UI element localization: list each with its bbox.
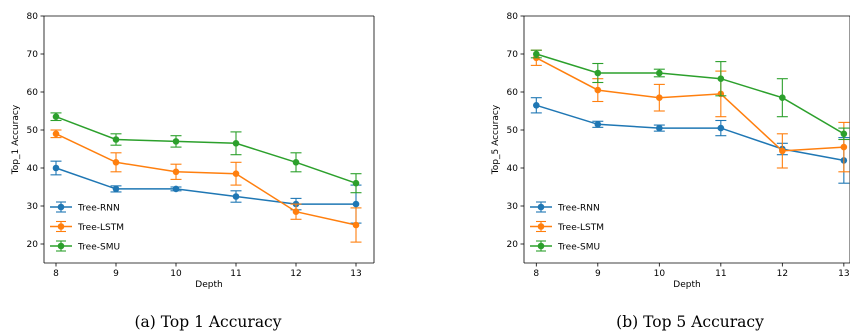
legend-label: Tree-LSTM [77, 223, 124, 233]
data-point [172, 138, 180, 145]
x-tick-label: 9 [113, 269, 119, 279]
legend-item: Tree-SMU [50, 240, 120, 252]
x-axis-label: Depth [673, 280, 700, 290]
data-point [533, 102, 540, 109]
series-tree-rnn [50, 160, 362, 224]
data-point [352, 221, 360, 229]
legend-label: Tree-RNN [77, 203, 120, 213]
data-point [232, 140, 240, 147]
x-axis-label: Depth [195, 280, 222, 290]
data-point [112, 185, 120, 193]
data-point [656, 69, 663, 77]
chart-panel-top5: 20 30 40 50 60 70 80 8 9 10 11 12 13 Depth Top_5 Accur… [491, 12, 850, 290]
y-axis-label: Top_5 Accuracy [491, 104, 501, 175]
legend-item: Tree-LSTM [530, 220, 604, 233]
legend-item: Tree-RNN [530, 201, 600, 213]
series-line [535, 57, 844, 152]
caption-top5: (b) Top 5 Accuracy [616, 313, 764, 331]
data-point [232, 170, 240, 177]
x-tick-label: 13 [838, 269, 849, 279]
data-point [52, 113, 60, 120]
data-point [594, 69, 602, 77]
data-point [656, 124, 663, 132]
series-tree-lstm [50, 129, 362, 243]
x-tick-label: 9 [595, 269, 601, 279]
legend-item: Tree-RNN [50, 201, 120, 213]
y-tick-label: 80 [27, 12, 39, 22]
y-tick-label: 80 [507, 12, 519, 22]
series-line [55, 167, 356, 205]
legend-marker [57, 242, 65, 250]
legend-marker [537, 203, 545, 211]
x-tick-label: 8 [533, 269, 539, 279]
x-tick-label: 8 [53, 269, 59, 279]
x-tick-label: 10 [654, 269, 666, 279]
y-tick-label: 30 [507, 202, 519, 212]
caption-top1: (a) Top 1 Accuracy [135, 313, 282, 331]
series-line [55, 133, 357, 226]
legend-item: Tree-LSTM [50, 220, 124, 233]
data-point [533, 50, 540, 58]
series-tree-lstm [530, 49, 850, 173]
data-point [779, 147, 786, 155]
data-point [840, 143, 848, 151]
y-axis-label: Top_1 Accuracy [11, 104, 21, 175]
data-point [112, 159, 120, 166]
y-tick-label: 20 [27, 240, 39, 250]
series-line [536, 53, 845, 135]
data-point [292, 159, 300, 166]
data-point [717, 75, 725, 82]
data-point [172, 168, 180, 176]
y-tick-label: 60 [507, 88, 519, 98]
data-point [594, 86, 602, 94]
legend-label: Tree-LSTM [557, 223, 604, 233]
y-tick-label: 40 [507, 164, 519, 174]
y-tick-label: 50 [27, 126, 39, 136]
y-tick-label: 40 [27, 164, 39, 174]
data-point [292, 208, 300, 215]
y-tick-label: 50 [507, 126, 519, 136]
data-point [840, 130, 848, 138]
legend-marker [537, 242, 545, 250]
series-tree-rnn [530, 97, 850, 184]
x-tick-label: 10 [170, 269, 182, 279]
legend-marker [57, 223, 65, 230]
data-point [656, 94, 663, 101]
x-tick-label: 12 [777, 269, 788, 279]
legend-label: Tree-SMU [77, 242, 120, 252]
data-point [352, 179, 360, 187]
y-tick-label: 30 [27, 202, 39, 212]
legend-label: Tree-RNN [557, 203, 600, 213]
data-point [717, 124, 725, 132]
legend-item: Tree-SMU [530, 240, 600, 252]
data-point [779, 94, 786, 101]
legend-label: Tree-SMU [557, 242, 600, 252]
y-tick-label: 70 [507, 50, 519, 60]
y-tick-label: 60 [27, 88, 39, 98]
x-tick-label: 12 [290, 269, 301, 279]
x-tick-label: 13 [350, 269, 361, 279]
chart-panel-top1: 20 30 40 50 60 70 80 8 9 10 11 12 13 Depth Top_1 Accur… [11, 12, 375, 290]
data-point [232, 193, 240, 200]
data-point [52, 164, 60, 172]
data-point [172, 185, 180, 193]
data-point [112, 136, 120, 143]
y-tick-label: 70 [27, 50, 39, 60]
legend-marker [537, 223, 545, 230]
x-tick-label: 11 [230, 269, 241, 279]
series-line [536, 104, 844, 162]
data-point [352, 200, 360, 208]
y-tick-label: 20 [507, 240, 519, 250]
series-tree-smu [50, 112, 362, 194]
data-point [52, 130, 60, 138]
series-line [55, 115, 357, 184]
legend-marker [57, 203, 65, 211]
series-tree-smu [530, 49, 850, 141]
data-point [594, 121, 602, 128]
x-tick-label: 11 [715, 269, 726, 279]
